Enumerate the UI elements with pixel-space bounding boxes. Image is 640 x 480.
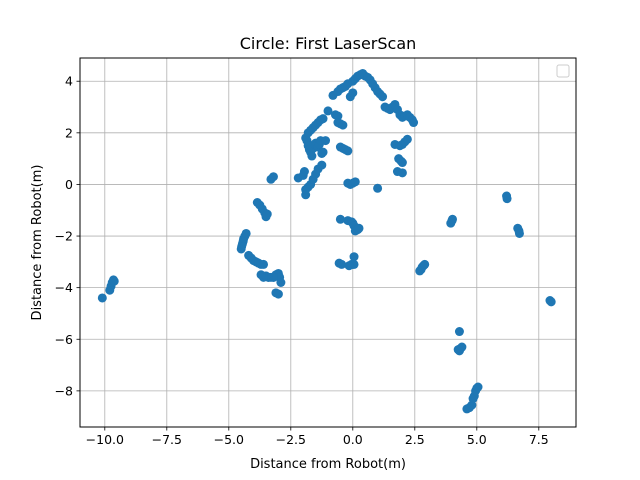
data-point — [317, 160, 327, 170]
data-point — [402, 134, 412, 144]
y-tick-label: −8 — [55, 383, 73, 398]
data-point — [271, 288, 281, 298]
axis-ticks: −10.0 −7.5 −5.0 −2.5 0.0 2.5 5.0 7.5 4 2 0 −2 −4 −6 −8 — [55, 74, 549, 447]
data-point — [457, 342, 467, 352]
data-point — [354, 223, 364, 233]
data-point — [337, 259, 347, 269]
chart-title: Circle: First LaserScan — [240, 34, 417, 53]
data-point — [514, 228, 524, 238]
data-point — [262, 209, 272, 219]
data-point — [502, 194, 512, 204]
data-point — [420, 259, 430, 269]
y-tick-label: −6 — [55, 332, 73, 347]
legend-box[interactable] — [556, 64, 570, 78]
data-point — [546, 297, 556, 307]
y-tick-label: 2 — [65, 125, 73, 140]
data-point — [350, 177, 360, 187]
data-point — [397, 168, 407, 178]
data-point — [373, 183, 383, 193]
data-point — [259, 259, 269, 269]
x-tick-label: 2.5 — [405, 432, 425, 447]
scatter-points — [97, 68, 556, 414]
y-axis-label: Distance from Robot(m) — [30, 165, 45, 321]
data-point — [454, 327, 464, 337]
data-point — [323, 106, 333, 116]
y-tick-label: 4 — [65, 74, 73, 89]
data-point — [97, 293, 107, 303]
x-tick-label: −2.5 — [276, 432, 306, 447]
data-point — [299, 167, 309, 177]
data-point — [256, 270, 266, 280]
x-tick-label: 5.0 — [467, 432, 487, 447]
data-point — [268, 172, 278, 182]
data-point — [318, 147, 328, 157]
plot-area — [80, 58, 576, 427]
data-point — [409, 118, 419, 128]
data-point — [344, 261, 354, 271]
data-point — [241, 228, 251, 238]
data-point — [307, 151, 317, 161]
plot-frame — [79, 57, 577, 428]
data-point — [447, 214, 457, 224]
data-point — [276, 277, 286, 287]
x-tick-label: −7.5 — [152, 432, 182, 447]
data-point — [343, 146, 353, 156]
data-point — [349, 252, 359, 262]
data-point — [378, 92, 388, 102]
data-point — [397, 158, 407, 168]
x-axis-label: Distance from Robot(m) — [250, 457, 406, 472]
y-tick-label: −2 — [55, 229, 73, 244]
data-point — [338, 120, 348, 130]
data-point — [333, 111, 343, 121]
x-tick-label: 0.0 — [343, 432, 363, 447]
data-point — [348, 88, 358, 98]
data-point — [109, 276, 119, 286]
data-point — [473, 382, 483, 392]
data-point — [335, 214, 345, 224]
x-tick-label: −10.0 — [86, 432, 124, 447]
data-point — [318, 114, 328, 124]
data-point — [321, 136, 331, 146]
x-tick-label: −5.0 — [214, 432, 244, 447]
y-tick-label: −4 — [55, 280, 73, 295]
x-tick-label: 7.5 — [529, 432, 549, 447]
y-tick-label: 0 — [65, 177, 73, 192]
